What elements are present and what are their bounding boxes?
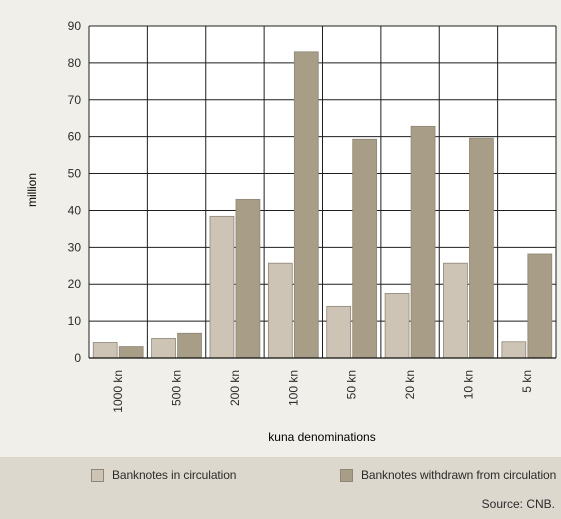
bar-in-circulation xyxy=(384,293,410,359)
y-tick-label: 20 xyxy=(68,277,82,291)
bars xyxy=(92,51,553,359)
legend-swatch-withdrawn xyxy=(340,468,353,482)
bar-chart: 0 10 20 30 40 50 60 70 80 90 1000 kn 500 kn 200 kn 10… xyxy=(25,19,557,444)
y-tick-label: 40 xyxy=(68,203,82,217)
legend-item-withdrawn: Banknotes withdrawn from circulation xyxy=(340,468,556,482)
x-tick-label: 20 kn xyxy=(403,370,417,399)
bar-withdrawn xyxy=(410,125,436,359)
axes: 0 10 20 30 40 50 60 70 80 90 1000 kn 500 kn 200 kn 10… xyxy=(68,19,556,413)
y-axis-label: million xyxy=(25,173,39,207)
y-tick-label: 50 xyxy=(68,167,82,181)
legend-label-withdrawn: Banknotes withdrawn from circulation xyxy=(361,468,557,482)
x-tick-label: 500 kn xyxy=(170,370,184,406)
y-tick-label: 90 xyxy=(68,19,82,33)
x-axis-label: kuna denominations xyxy=(268,430,375,444)
x-tick-label: 1000 kn xyxy=(111,370,125,413)
bar-withdrawn xyxy=(527,253,553,359)
bar-withdrawn xyxy=(118,346,144,359)
y-tick-label: 10 xyxy=(68,314,82,328)
x-tick-label: 10 kn xyxy=(461,370,475,399)
bar-withdrawn xyxy=(352,138,378,359)
y-tick-label: 30 xyxy=(68,240,82,254)
legend: Banknotes in circulation Banknotes withd… xyxy=(0,457,561,519)
x-tick-label: 100 kn xyxy=(286,370,300,406)
y-tick-label: 70 xyxy=(68,93,82,107)
source-note: Source: CNB. xyxy=(481,497,555,511)
x-tick-label: 5 kn xyxy=(520,370,534,393)
bar-in-circulation xyxy=(443,262,468,359)
bar-withdrawn xyxy=(235,198,261,359)
bar-in-circulation xyxy=(267,262,293,359)
y-tick-label: 80 xyxy=(68,56,82,70)
x-tick-label: 200 kn xyxy=(228,370,242,406)
y-tick-label: 0 xyxy=(74,351,81,365)
legend-item-circulation: Banknotes in circulation xyxy=(91,468,236,482)
legend-swatch-circulation xyxy=(91,468,104,482)
bar-withdrawn xyxy=(469,137,494,359)
x-tick-label: 50 kn xyxy=(345,370,359,399)
bar-in-circulation xyxy=(209,215,235,359)
bar-in-circulation xyxy=(92,342,118,359)
bar-in-circulation xyxy=(151,338,176,359)
legend-label-circulation: Banknotes in circulation xyxy=(112,468,237,482)
bar-in-circulation xyxy=(501,341,527,359)
bar-withdrawn xyxy=(293,51,319,359)
y-tick-label: 60 xyxy=(68,130,82,144)
bar-in-circulation xyxy=(326,305,352,359)
bar-withdrawn xyxy=(177,332,202,359)
